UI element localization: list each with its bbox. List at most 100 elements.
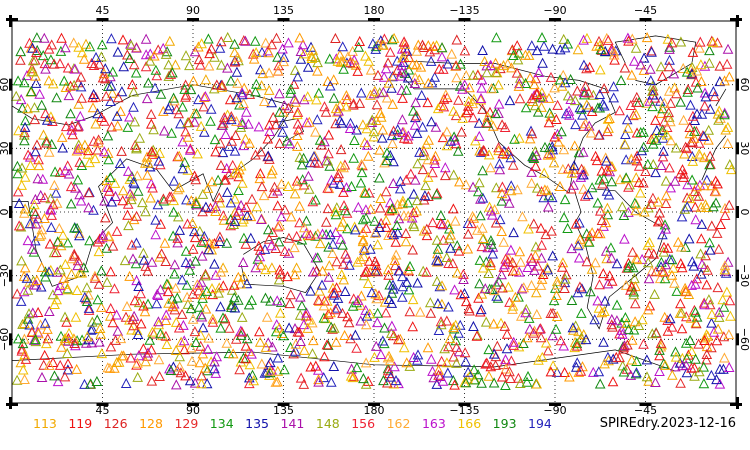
obs-marker — [158, 125, 170, 136]
obs-marker — [409, 72, 421, 83]
obs-marker — [383, 293, 395, 304]
obs-marker — [685, 63, 697, 74]
obs-marker — [581, 99, 593, 110]
obs-marker — [418, 150, 429, 161]
obs-marker — [232, 77, 243, 88]
obs-marker — [178, 319, 189, 330]
obs-marker — [657, 229, 668, 240]
obs-marker — [279, 364, 290, 375]
obs-marker — [509, 133, 520, 144]
obs-marker — [715, 218, 727, 229]
obs-marker — [330, 336, 342, 347]
obs-marker — [276, 178, 287, 189]
obs-marker — [703, 134, 714, 145]
obs-marker — [45, 193, 57, 204]
obs-marker — [547, 43, 558, 54]
obs-marker — [535, 222, 547, 233]
obs-marker — [658, 358, 670, 369]
obs-marker — [80, 337, 92, 348]
obs-marker — [155, 88, 167, 99]
obs-marker — [91, 314, 103, 325]
obs-marker — [251, 201, 263, 212]
obs-marker — [586, 263, 598, 274]
obs-marker — [209, 356, 220, 367]
obs-marker — [311, 265, 322, 276]
obs-marker — [416, 89, 428, 100]
obs-marker — [441, 251, 453, 262]
obs-marker — [661, 129, 673, 140]
obs-marker — [224, 94, 236, 105]
obs-marker — [432, 298, 444, 309]
obs-marker — [344, 122, 356, 133]
obs-marker — [679, 148, 690, 159]
obs-marker — [694, 42, 705, 53]
obs-marker — [323, 129, 335, 140]
obs-marker — [442, 367, 454, 378]
obs-marker — [602, 113, 614, 124]
obs-marker — [357, 234, 369, 245]
obs-marker — [576, 283, 588, 294]
obs-marker — [593, 366, 605, 377]
obs-marker — [689, 201, 701, 212]
obs-marker — [380, 307, 392, 318]
bottom-lon-label: 45 — [96, 404, 110, 417]
obs-marker — [723, 361, 735, 372]
obs-marker — [206, 176, 218, 187]
obs-marker — [468, 320, 479, 331]
obs-marker — [140, 206, 151, 217]
obs-marker — [338, 162, 349, 173]
obs-marker — [185, 84, 197, 95]
obs-marker — [217, 312, 229, 323]
obs-marker — [294, 32, 306, 43]
obs-marker — [93, 137, 104, 148]
obs-marker — [526, 255, 538, 266]
obs-marker — [490, 66, 502, 77]
right-tick — [736, 15, 739, 27]
obs-marker — [19, 262, 31, 273]
obs-marker — [479, 283, 491, 294]
obs-marker — [545, 148, 557, 159]
obs-marker — [590, 150, 601, 161]
obs-marker — [340, 248, 351, 259]
obs-marker — [567, 322, 579, 333]
obs-marker — [573, 252, 585, 263]
obs-marker — [590, 257, 601, 268]
obs-marker — [359, 187, 370, 198]
obs-marker — [536, 252, 547, 263]
obs-marker — [677, 164, 688, 175]
obs-marker — [407, 105, 419, 116]
obs-marker — [111, 110, 123, 121]
obs-marker — [581, 63, 592, 74]
obs-marker — [344, 259, 355, 270]
obs-marker — [351, 362, 363, 373]
obs-marker — [505, 244, 517, 255]
obs-marker — [170, 282, 182, 293]
obs-marker — [292, 140, 303, 151]
obs-marker — [59, 333, 71, 344]
obs-marker — [514, 377, 526, 388]
obs-marker — [166, 127, 177, 138]
obs-marker — [324, 229, 336, 240]
right-tick — [736, 206, 739, 218]
obs-marker — [153, 316, 164, 327]
obs-marker — [472, 186, 484, 197]
obs-marker — [263, 233, 275, 244]
obs-marker — [397, 195, 409, 206]
obs-marker — [401, 357, 413, 368]
obs-marker — [378, 375, 389, 386]
obs-marker — [17, 364, 29, 375]
obs-marker — [162, 279, 174, 290]
obs-marker — [720, 124, 732, 135]
obs-marker — [704, 299, 716, 310]
obs-marker — [284, 298, 296, 309]
obs-marker — [366, 114, 378, 125]
obs-marker — [388, 229, 400, 240]
obs-marker — [65, 198, 77, 209]
obs-marker — [92, 236, 104, 247]
obs-marker — [187, 217, 198, 228]
legend-entry: 163 — [421, 416, 446, 431]
obs-marker — [217, 280, 229, 291]
obs-marker — [658, 145, 669, 156]
obs-marker — [356, 290, 367, 301]
obs-marker — [537, 268, 549, 279]
